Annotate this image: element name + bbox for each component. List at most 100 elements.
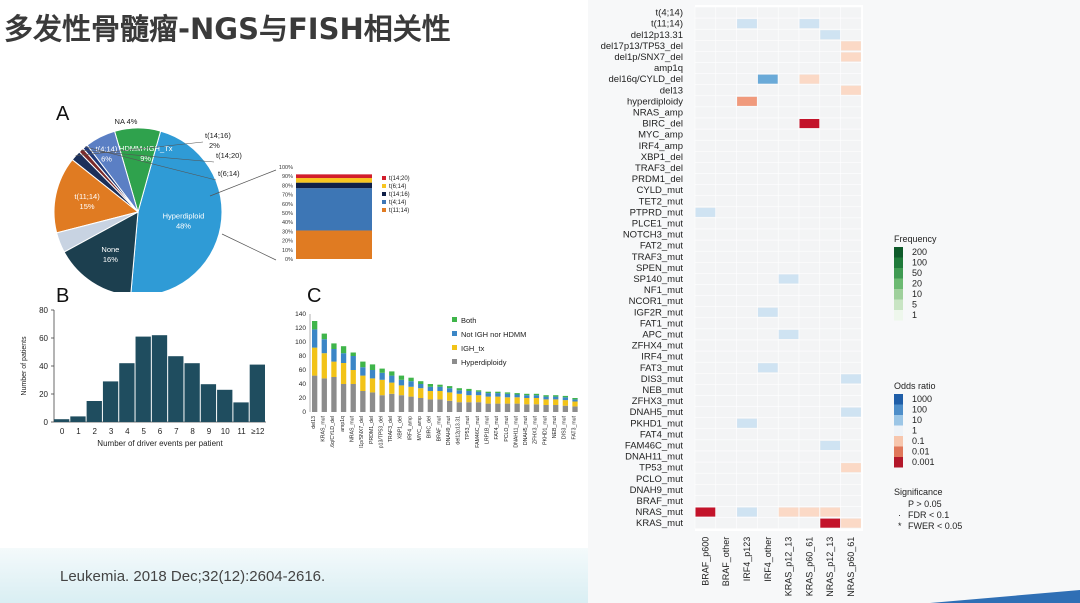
heatmap-cell-empty (798, 84, 821, 97)
heatmap-cell-empty (694, 517, 717, 529)
heatmap-cell-empty (777, 40, 800, 52)
heatmap-cell-empty (736, 317, 758, 330)
heatmap-cell-empty (694, 250, 717, 263)
stacked-bar-segment (504, 393, 511, 398)
stacked-bar-segment (543, 399, 549, 405)
stacked-bar-segment (524, 393, 530, 396)
heatmap-cell (757, 74, 778, 84)
heatmap-cell-empty (757, 484, 779, 496)
heatmap-cell-empty (819, 417, 841, 430)
heatmap-cell-empty (694, 51, 717, 63)
stacked-bar-segment (427, 384, 434, 387)
heatmap-cell (841, 52, 861, 62)
inset-tick-label: 10% (282, 248, 293, 254)
heatmap-cell-empty (736, 295, 758, 307)
odds-ratio-legend-swatch (894, 446, 903, 457)
heatmap-cell-empty (777, 384, 800, 396)
heatmap-cell-empty (798, 361, 821, 374)
heatmap-row-label: amp1q (654, 63, 683, 74)
heatmap-cell-empty (694, 262, 717, 274)
heatmap-cell-empty (798, 384, 821, 396)
heatmap-cell-empty (840, 195, 862, 208)
pie-label: NA 4% (115, 117, 138, 126)
heatmap-cell-empty (757, 40, 779, 52)
significance-legend-label: P > 0.05 (908, 499, 942, 509)
odds-ratio-legend-swatch (894, 394, 903, 405)
heatmap-cell-empty (798, 228, 821, 241)
heatmap-cell-empty (694, 28, 717, 41)
heatmap-row-label: APC_mut (642, 329, 683, 340)
stacked-bar-segment (321, 378, 327, 412)
heatmap-cell-empty (819, 384, 841, 396)
heatmap-row-label: TRAF3_mut (632, 252, 684, 263)
heatmap-cell-empty (777, 295, 800, 307)
odds-ratio-legend-swatch (894, 436, 903, 447)
x-tick-label: TP53_mut (465, 415, 471, 439)
heatmap-cell-empty (694, 417, 717, 430)
heatmap-cell-empty (757, 239, 779, 252)
stacked-bar-segment (562, 400, 569, 406)
heatmap-cell-empty (798, 495, 821, 507)
legend-swatch (452, 317, 457, 322)
heatmap-cell-empty (840, 106, 862, 119)
stacked-bar-segment (437, 391, 443, 400)
stacked-bar-segment (437, 386, 443, 391)
heatmap-row-label: FAT2_mut (640, 241, 683, 252)
heatmap-cell-empty (840, 361, 862, 374)
inset-tick-label: 80% (282, 183, 293, 189)
stacked-bar-segment (504, 403, 511, 412)
heatmap-cell-empty (694, 84, 717, 97)
heatmap-cell-empty (819, 395, 841, 407)
heatmap-cell-empty (840, 317, 862, 330)
heatmap-cell (695, 507, 716, 517)
heatmap-cell-empty (777, 495, 800, 507)
inset-tick-label: 90% (282, 174, 293, 180)
heatmap-cell-empty (777, 73, 800, 85)
heatmap-column-label: BRAF_other (721, 537, 731, 587)
y-tick-label: 120 (295, 325, 306, 332)
stacked-bar-segment (321, 339, 327, 354)
heatmap-cell-empty (777, 62, 800, 74)
odds-ratio-legend-label: 1000 (912, 394, 932, 404)
heatmap-cell-empty (777, 373, 800, 385)
stacked-bar-segment (427, 391, 434, 400)
heatmap-cell-empty (715, 273, 737, 285)
heatmap-row-label: DNAH5_mut (630, 407, 684, 418)
heatmap-cell-empty (694, 73, 717, 85)
heatmap-cell-empty (798, 295, 821, 307)
histogram-bar (217, 389, 233, 422)
stacked-bar-segment (533, 404, 540, 412)
significance-legend-marker: · (898, 510, 901, 520)
heatmap-cell-empty (757, 384, 779, 396)
heatmap-cell-empty (798, 428, 821, 441)
heatmap-cell-empty (736, 106, 758, 119)
heatmap-cell-empty (798, 106, 821, 119)
heatmap-cell-empty (736, 84, 758, 97)
heatmap-cell-empty (777, 317, 800, 330)
stacked-bar-segment (495, 391, 501, 394)
heatmap-cell-empty (777, 17, 800, 30)
heatmap-cell-empty (715, 106, 737, 119)
heatmap-row-label: FAT4_mut (640, 429, 683, 440)
heatmap-cell-empty (715, 295, 737, 307)
stacked-bar-segment (312, 375, 318, 412)
heatmap-cell-empty (819, 461, 841, 474)
heatmap-cell-empty (777, 195, 800, 208)
heatmap-cell-empty (757, 228, 779, 241)
stacked-bar-segment (533, 393, 540, 396)
heatmap-cell-empty (736, 395, 758, 407)
x-tick-label: del13 (311, 416, 317, 429)
x-tick-label: del1p/SNX7_del (359, 416, 365, 448)
heatmap-cell (737, 96, 757, 106)
x-tick-label: NRAS_mut (349, 415, 355, 442)
heatmap-cell-empty (840, 273, 862, 285)
frequency-legend-swatch (894, 268, 903, 279)
heatmap-cell-empty (798, 128, 821, 141)
stacked-bar-segment (340, 353, 347, 363)
inset-legend-swatch (382, 176, 386, 180)
heatmap-cell-empty (777, 262, 800, 274)
x-tick-label: PRDM1_del (369, 416, 375, 444)
stacked-bar-segment (553, 396, 559, 400)
heatmap-cell-empty (840, 350, 862, 363)
heatmap-cell-empty (840, 151, 862, 163)
